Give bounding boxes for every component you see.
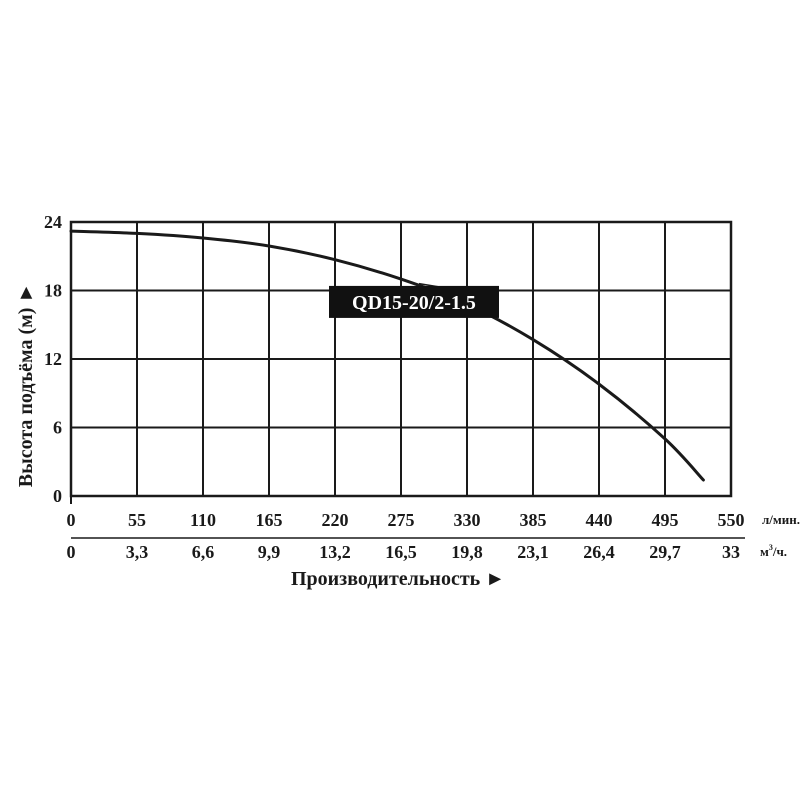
x-tick-label-primary: 110 [190,510,216,530]
x-tick-label-secondary: 13,2 [319,542,351,562]
x-tick-label-primary: 165 [256,510,283,530]
x-unit-secondary-base: м [760,544,769,559]
x-tick-label-secondary: 29,7 [649,542,681,562]
y-tick-label: 12 [44,349,62,369]
x-tick-label-secondary: 3,3 [126,542,149,562]
y-axis-label: Высота подъёма (м) ► [15,283,37,487]
x-tick-label-primary: 385 [520,510,547,530]
x-tick-label-primary: 55 [128,510,146,530]
x-tick-label-secondary: 16,5 [385,542,417,562]
x-unit-secondary: м3/ч. [760,543,787,559]
x-tick-label-secondary: 23,1 [517,542,549,562]
x-tick-label-secondary: 9,9 [258,542,281,562]
y-tick-label: 24 [44,212,62,232]
curve-layer [69,229,705,482]
x-tick-label-secondary: 19,8 [451,542,483,562]
x-unit-secondary-tail: /ч. [772,544,787,559]
x-tick-label-primary: 0 [67,510,76,530]
x-tick-label-secondary: 6,6 [192,542,215,562]
x-tick-label-primary: 330 [454,510,481,530]
x-tick-labels-secondary: 0 3,3 6,6 9,9 13,2 16,5 19,8 23,1 26,4 29,7 33 [67,542,741,562]
plot-frame [69,220,733,498]
x-tick-label-primary: 495 [652,510,679,530]
x-tick-label-primary: 275 [388,510,415,530]
x-unit-primary: л/мин. [762,512,800,527]
annotation-box [329,285,499,318]
x-tick-label-primary: 550 [718,510,745,530]
grid [69,220,745,539]
series-line [69,229,705,482]
y-tick-label: 0 [53,486,62,506]
x-tick-label-primary: 440 [586,510,613,530]
y-tick-labels: 0 6 12 18 24 [44,212,62,506]
y-tick-label: 18 [44,281,62,301]
x-tick-labels-primary: 0 55 110 165 220 275 330 385 440 495 550 [67,510,745,530]
x-tick-label-secondary: 26,4 [583,542,615,562]
x-axis-label: Производительность ► [291,568,505,590]
annotation-layer: QD15-20/2-1.5 [329,282,499,318]
x-tick-label-secondary: 33 [722,542,740,562]
x-tick-label-primary: 220 [322,510,349,530]
annotation-label: QD15-20/2-1.5 [352,292,476,314]
x-unit-secondary-sup: 3 [769,543,773,552]
x-tick-label-secondary: 0 [67,542,76,562]
y-tick-label: 6 [53,418,62,438]
